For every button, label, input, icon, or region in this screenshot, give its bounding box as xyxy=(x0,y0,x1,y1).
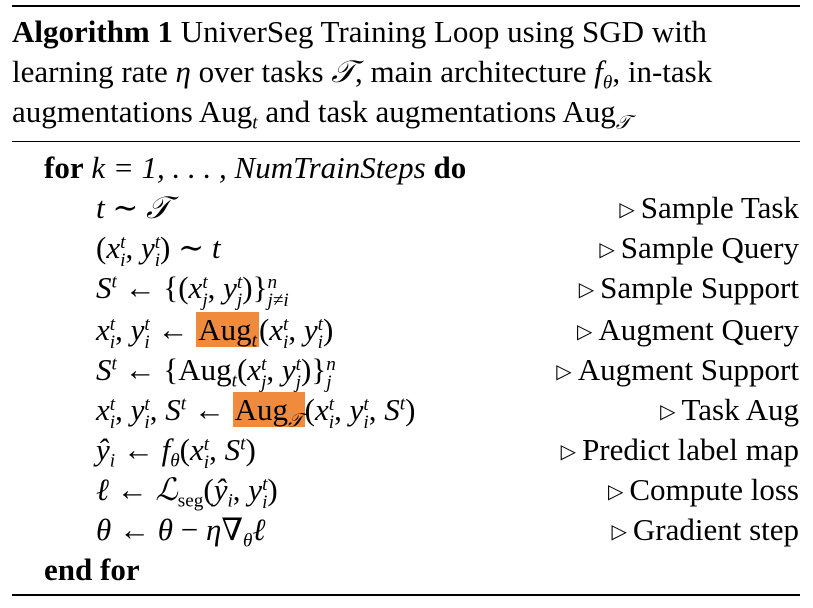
aug-t-label: Aug xyxy=(198,94,253,129)
triangle-icon: ▷ xyxy=(611,521,627,543)
f-symbol: f xyxy=(594,54,603,89)
comment: ▷ Task Aug xyxy=(660,392,799,427)
caption-and-task: and task augmentations xyxy=(265,94,557,129)
loop-header: k = 1, . . . , NumTrainSteps xyxy=(91,150,426,185)
triangle-icon: ▷ xyxy=(560,441,577,463)
algorithm-line: St ← {(x t j, y t j)} n j≠i ▷ Sample Support xyxy=(0,268,813,312)
comment: ▷ Augment Support xyxy=(556,352,799,387)
triangle-icon: ▷ xyxy=(599,239,615,261)
end-for-keyword: end for xyxy=(44,552,140,587)
statement-predict: ŷi ← fθ(x t i, St) xyxy=(96,432,256,474)
triangle-icon: ▷ xyxy=(556,361,572,383)
triangle-icon: ▷ xyxy=(607,481,624,503)
triangle-icon: ▷ xyxy=(578,279,595,301)
theta-subscript: θ xyxy=(602,72,613,94)
eta-symbol: η xyxy=(175,54,191,89)
aug-t-highlight: Augt xyxy=(196,312,259,352)
algorithm-line-end: end for xyxy=(0,550,813,590)
top-rule xyxy=(12,5,800,7)
tasks-symbol: 𝒯 xyxy=(331,54,356,90)
caption-over-tasks: over tasks xyxy=(198,54,324,89)
algorithm-line-for: for k = 1, . . . , NumTrainSteps do xyxy=(0,148,813,188)
comment: ▷ Sample Task xyxy=(619,190,799,225)
comment: ▷ Sample Query xyxy=(599,230,799,265)
caption-title: UniverSeg Training Loop using SGD with l… xyxy=(12,14,707,89)
bottom-rule xyxy=(12,594,800,596)
statement-sample-task: t ∼ 𝒯 xyxy=(96,190,170,226)
comment: ▷ Gradient step xyxy=(611,512,799,547)
statement-sample-support: St ← {(x t j, y t j)} n j≠i xyxy=(96,270,289,312)
for-keyword: for xyxy=(44,150,84,185)
algorithm-line: St ← {Augt(x t j, y t j)} n j ▷ Augment Support xyxy=(0,350,813,394)
algorithm-line: t ∼ 𝒯 ▷ Sample Task xyxy=(0,188,813,228)
caption-in-task: , in-task augmentations xyxy=(12,54,713,129)
statement-sample-query: (x t i, y t i) ∼ t xyxy=(96,230,221,272)
comment: ▷ Compute loss xyxy=(607,472,799,507)
algorithm-label: Algorithm 1 xyxy=(12,14,174,49)
mid-rule xyxy=(12,141,800,142)
algorithm-line: ℓ ← ℒseg(ŷi, y t i) ▷ Compute loss xyxy=(0,470,813,514)
triangle-icon: ▷ xyxy=(619,199,635,221)
do-keyword: do xyxy=(433,150,467,185)
caption-main-arch: , main architecture xyxy=(355,54,587,89)
comment: ▷ Augment Query xyxy=(577,312,799,347)
algorithm-caption: Algorithm 1 UniverSeg Training Loop usin… xyxy=(12,12,802,134)
algorithm-line: θ ← θ − η∇θℓ ▷ Gradient step xyxy=(0,510,813,552)
aug-t-subscript: t xyxy=(252,112,258,134)
comment: ▷ Sample Support xyxy=(578,270,799,305)
statement-gradient: θ ← θ − η∇θℓ xyxy=(96,512,266,552)
algorithm-line: ŷi ← fθ(x t i, St) ▷ Predict label map xyxy=(0,430,813,474)
triangle-icon: ▷ xyxy=(577,321,593,343)
algorithm-line: (x t i, y t i) ∼ t ▷ Sample Query xyxy=(0,228,813,272)
aug-T-label: Aug xyxy=(562,94,616,129)
statement-loss: ℓ ← ℒseg(ŷi, y t i) xyxy=(96,472,278,514)
aug-T-subscript: 𝒯 xyxy=(615,110,631,134)
aug-T-highlight: Aug𝒯 xyxy=(232,392,305,432)
statement-augment-support: St ← {Augt(x t j, y t j)} n j xyxy=(96,352,336,394)
triangle-icon: ▷ xyxy=(660,401,676,423)
comment: ▷ Predict label map xyxy=(560,432,799,467)
